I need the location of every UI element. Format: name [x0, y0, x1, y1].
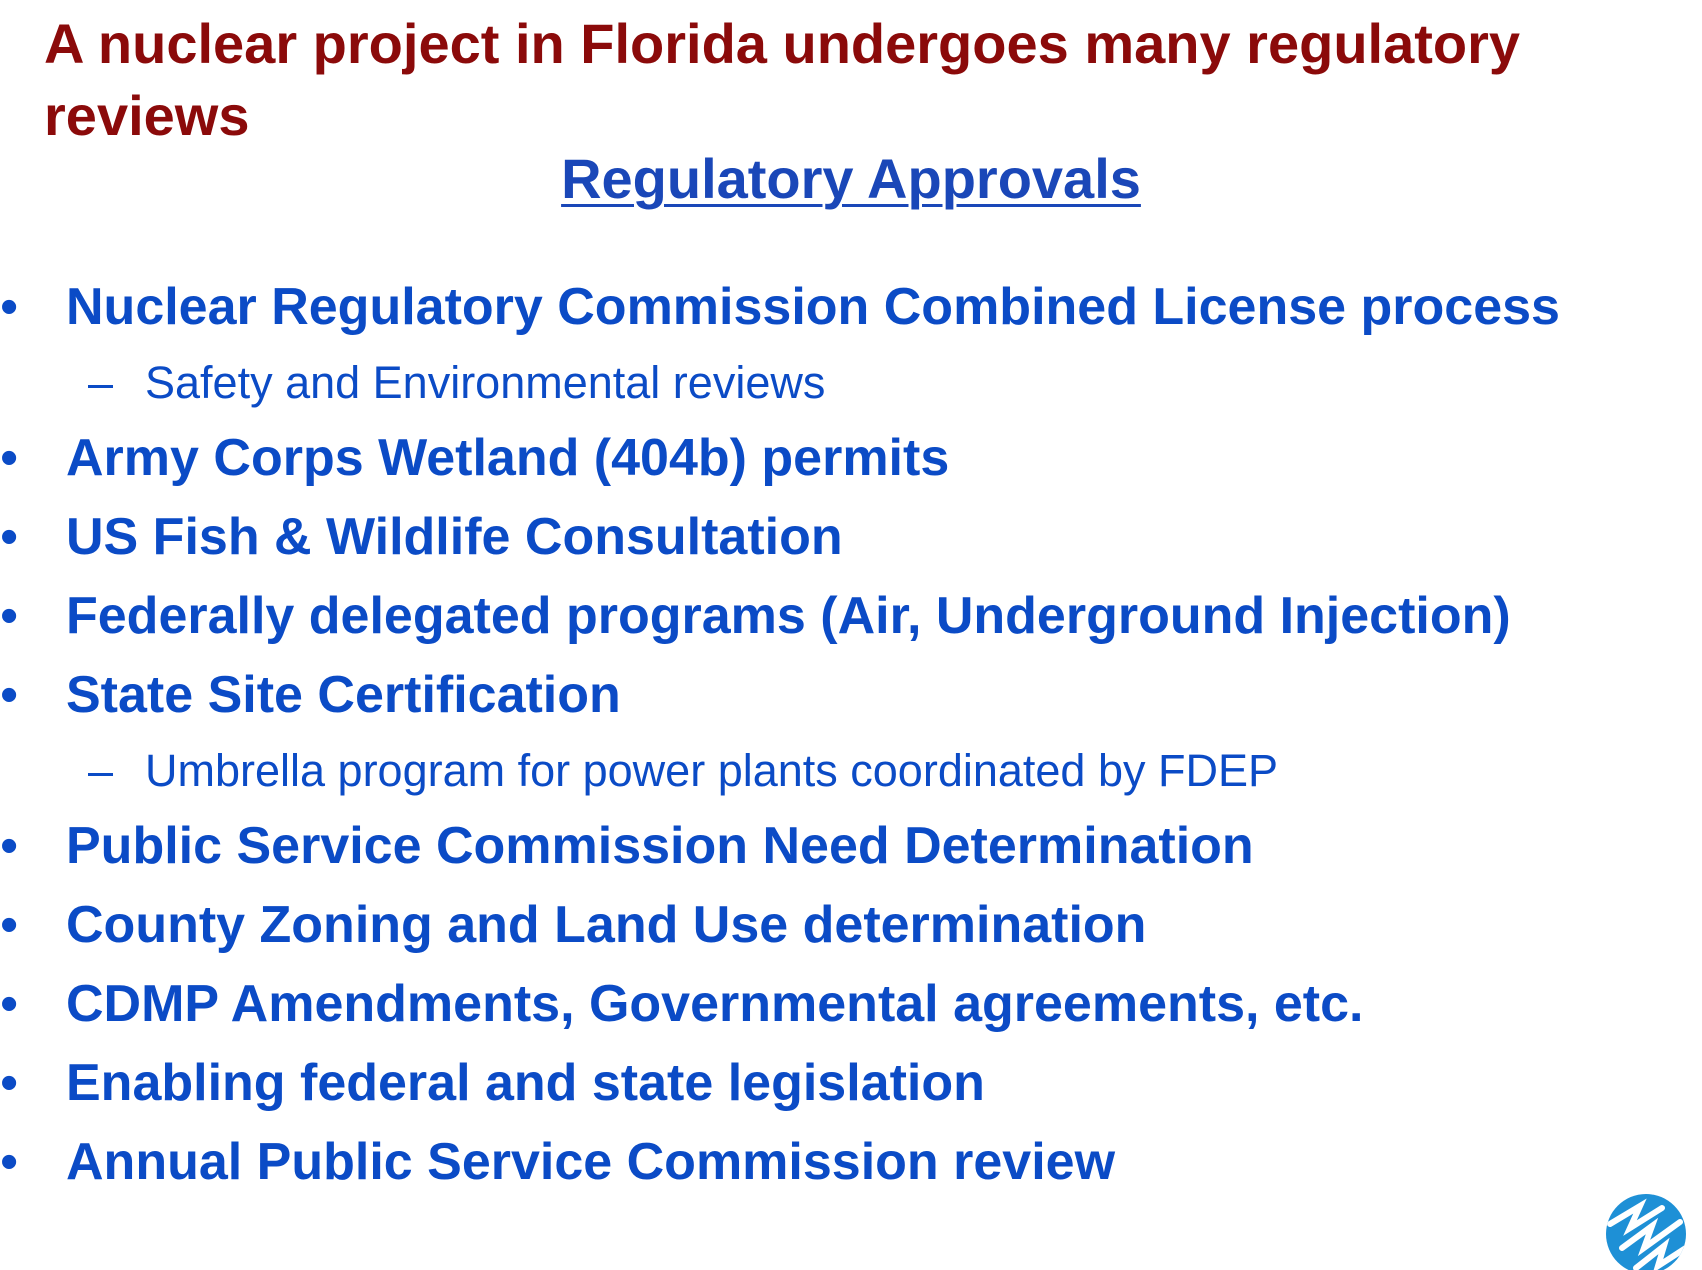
list-item: • Nuclear Regulatory Commission Combined… [0, 268, 1690, 347]
slide-title: A nuclear project in Florida undergoes m… [44, 12, 1521, 147]
list-item-text: State Site Certification [66, 666, 621, 724]
sub-list-item-text: Umbrella program for power plants coordi… [145, 745, 1278, 796]
bullet-icon: • [0, 1133, 19, 1191]
bullet-icon: • [0, 278, 19, 336]
dash-icon: – [88, 357, 114, 408]
list-item-text: CDMP Amendments, Governmental agreements… [66, 975, 1364, 1033]
list-item: • Army Corps Wetland (404b) permits [0, 419, 1690, 498]
sub-list-item-text: Safety and Environmental reviews [145, 357, 826, 408]
list-item: • Enabling federal and state legislation [0, 1044, 1690, 1123]
list-item-text: Annual Public Service Commission review [66, 1133, 1116, 1191]
sub-list-item: – Umbrella program for power plants coor… [0, 735, 1690, 807]
list-item: • CDMP Amendments, Governmental agreemen… [0, 965, 1690, 1044]
approvals-list: • Nuclear Regulatory Commission Combined… [0, 268, 1690, 1202]
bullet-icon: • [0, 508, 19, 566]
section-heading-text: Regulatory Approvals [561, 147, 1141, 210]
bullet-icon: • [0, 975, 19, 1033]
list-item: • County Zoning and Land Use determinati… [0, 886, 1690, 965]
list-item-text: Nuclear Regulatory Commission Combined L… [66, 278, 1560, 336]
section-heading: Regulatory Approvals [0, 146, 1702, 212]
company-logo-icon [1606, 1194, 1686, 1270]
bullet-icon: • [0, 666, 19, 724]
bullet-icon: • [0, 587, 19, 645]
list-item-text: Army Corps Wetland (404b) permits [66, 429, 950, 487]
list-item-text: Public Service Commission Need Determina… [66, 817, 1254, 875]
sub-list-item: – Safety and Environmental reviews [0, 347, 1690, 419]
bullet-icon: • [0, 817, 19, 875]
list-item: • State Site Certification [0, 656, 1690, 735]
dash-icon: – [88, 745, 114, 796]
list-item: • Federally delegated programs (Air, Und… [0, 577, 1690, 656]
bullet-icon: • [0, 896, 19, 954]
list-item: • US Fish & Wildlife Consultation [0, 498, 1690, 577]
list-item-text: Federally delegated programs (Air, Under… [66, 587, 1511, 645]
bullet-icon: • [0, 1054, 19, 1112]
list-item-text: County Zoning and Land Use determination [66, 896, 1147, 954]
list-item: • Public Service Commission Need Determi… [0, 807, 1690, 886]
bullet-icon: • [0, 429, 19, 487]
list-item-text: Enabling federal and state legislation [66, 1054, 985, 1112]
list-item-text: US Fish & Wildlife Consultation [66, 508, 843, 566]
list-item: • Annual Public Service Commission revie… [0, 1123, 1690, 1202]
